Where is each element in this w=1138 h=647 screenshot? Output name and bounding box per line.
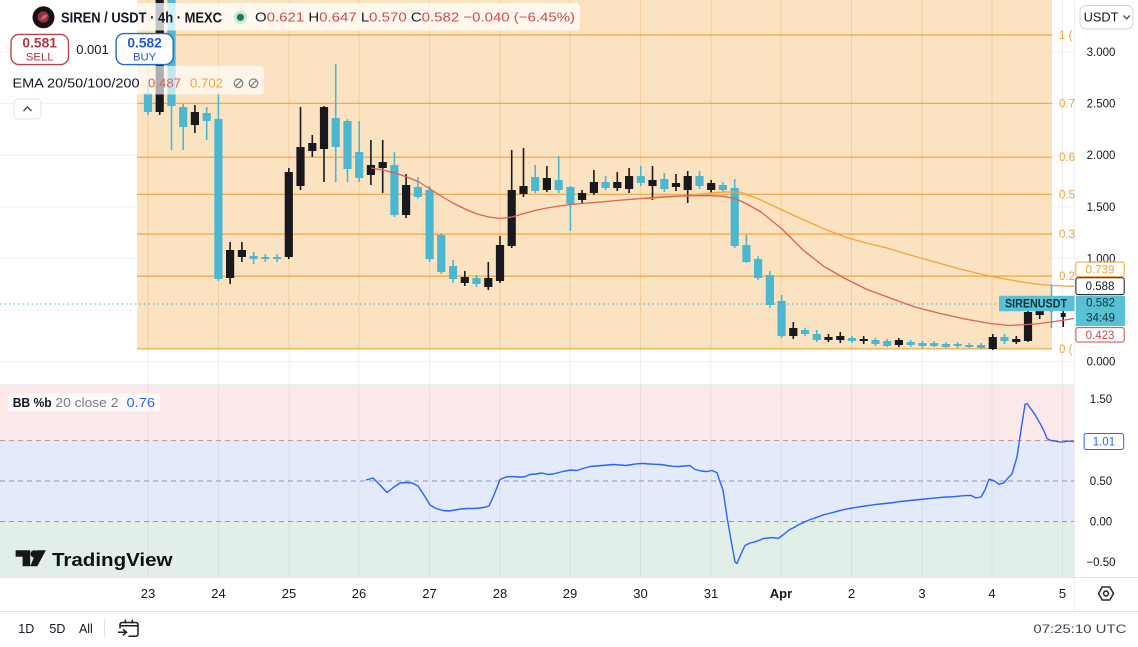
svg-text:1.01: 1.01 — [1093, 437, 1115, 449]
svg-text:0 (: 0 ( — [1059, 344, 1073, 356]
svg-text:20 close 2: 20 close 2 — [55, 396, 118, 410]
svg-text:0.001: 0.001 — [76, 42, 109, 57]
svg-text:0.582: 0.582 — [1086, 298, 1115, 310]
svg-text:SIREN / USDT · 4h · MEXC: SIREN / USDT · 4h · MEXC — [61, 10, 222, 27]
svg-text:2.500: 2.500 — [1087, 99, 1116, 111]
svg-text:0.2: 0.2 — [1059, 271, 1075, 283]
svg-text:4: 4 — [988, 586, 995, 601]
svg-text:28: 28 — [493, 586, 507, 601]
svg-text:5D: 5D — [49, 622, 65, 636]
svg-text:−0.50: −0.50 — [1086, 557, 1115, 569]
svg-text:BUY: BUY — [133, 52, 157, 64]
svg-text:5: 5 — [1059, 586, 1066, 601]
svg-text:1 (: 1 ( — [1059, 30, 1073, 42]
svg-text:0.702: 0.702 — [190, 76, 223, 91]
svg-text:2: 2 — [848, 586, 855, 601]
svg-text:0.3: 0.3 — [1059, 229, 1075, 241]
svg-text:27: 27 — [422, 586, 436, 601]
svg-text:USDT: USDT — [1084, 9, 1119, 24]
svg-text:SIRENUSDT: SIRENUSDT — [1005, 298, 1067, 310]
svg-text:EMA 20/50/100/200: EMA 20/50/100/200 — [13, 76, 140, 91]
svg-text:0.582: 0.582 — [127, 35, 162, 50]
svg-text:29: 29 — [563, 586, 577, 601]
svg-text:0.000: 0.000 — [1087, 357, 1116, 369]
svg-text:0.00: 0.00 — [1090, 517, 1112, 529]
svg-text:All: All — [79, 622, 93, 636]
svg-text:23: 23 — [141, 586, 155, 601]
svg-text:0.6: 0.6 — [1059, 152, 1075, 164]
svg-text:1.50: 1.50 — [1090, 394, 1112, 406]
svg-text:0.581: 0.581 — [22, 35, 57, 50]
svg-text:0.588: 0.588 — [1086, 281, 1115, 293]
svg-text:1.500: 1.500 — [1087, 202, 1116, 214]
svg-text:0.5: 0.5 — [1059, 189, 1075, 201]
svg-text:31: 31 — [704, 586, 718, 601]
svg-text:BB %b: BB %b — [13, 396, 52, 410]
svg-text:0.7: 0.7 — [1059, 98, 1075, 110]
svg-text:0.76: 0.76 — [127, 396, 156, 410]
svg-text:0.487: 0.487 — [148, 76, 181, 91]
svg-text:1D: 1D — [18, 622, 34, 636]
svg-text:30: 30 — [633, 586, 647, 601]
svg-text:2.000: 2.000 — [1087, 150, 1116, 162]
svg-text:25: 25 — [282, 586, 296, 601]
svg-text:TradingView: TradingView — [52, 550, 174, 570]
svg-text:Apr: Apr — [770, 586, 792, 601]
svg-text:34:49: 34:49 — [1086, 313, 1115, 325]
svg-text:SELL: SELL — [26, 52, 54, 64]
svg-text:07:25:10 UTC: 07:25:10 UTC — [1033, 622, 1126, 636]
svg-text:O0.621 H0.647 L0.570 C0.582: O0.621 H0.647 L0.570 C0.582 −0.040 (−6.4… — [255, 10, 575, 25]
svg-text:0.739: 0.739 — [1086, 264, 1115, 276]
svg-text:3.000: 3.000 — [1087, 47, 1116, 59]
svg-text:24: 24 — [211, 586, 225, 601]
svg-text:0.423: 0.423 — [1086, 330, 1115, 342]
svg-text:0.50: 0.50 — [1090, 476, 1112, 488]
svg-text:26: 26 — [352, 586, 366, 601]
svg-text:3: 3 — [918, 586, 925, 601]
